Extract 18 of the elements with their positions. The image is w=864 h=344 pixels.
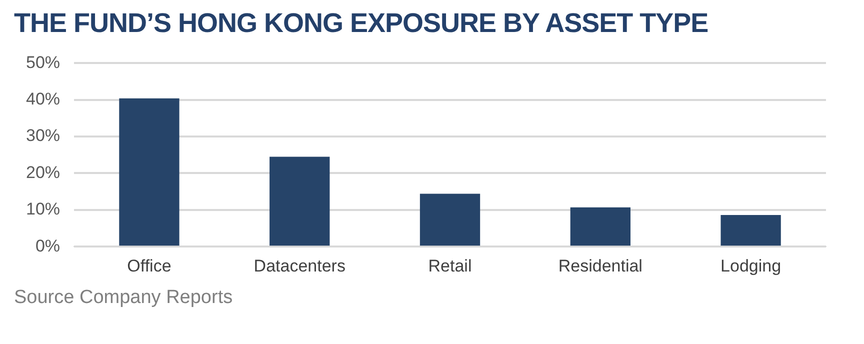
bar: [119, 98, 180, 246]
x-tick-label: Lodging: [720, 256, 782, 276]
x-tick-label: Residential: [558, 256, 642, 276]
x-tick-label: Retail: [428, 256, 472, 276]
bar: [270, 156, 330, 246]
chart-title: THE FUND’S HONG KONG EXPOSURE BY ASSET TYPE: [14, 8, 710, 39]
y-tick-label: 30%: [26, 126, 60, 146]
y-tick-label: 20%: [26, 162, 60, 182]
x-tick-label: Office: [127, 256, 172, 276]
y-tick-label: 10%: [26, 200, 60, 219]
bar: [420, 194, 480, 246]
y-tick-label: 40%: [26, 90, 60, 109]
y-tick-label: 50%: [26, 52, 60, 72]
y-tick-label: 0%: [35, 236, 60, 256]
source-note: Source Company Reports: [14, 287, 234, 309]
bar: [570, 207, 630, 246]
bar: [720, 215, 781, 246]
x-tick-label: Datacenters: [254, 256, 346, 276]
